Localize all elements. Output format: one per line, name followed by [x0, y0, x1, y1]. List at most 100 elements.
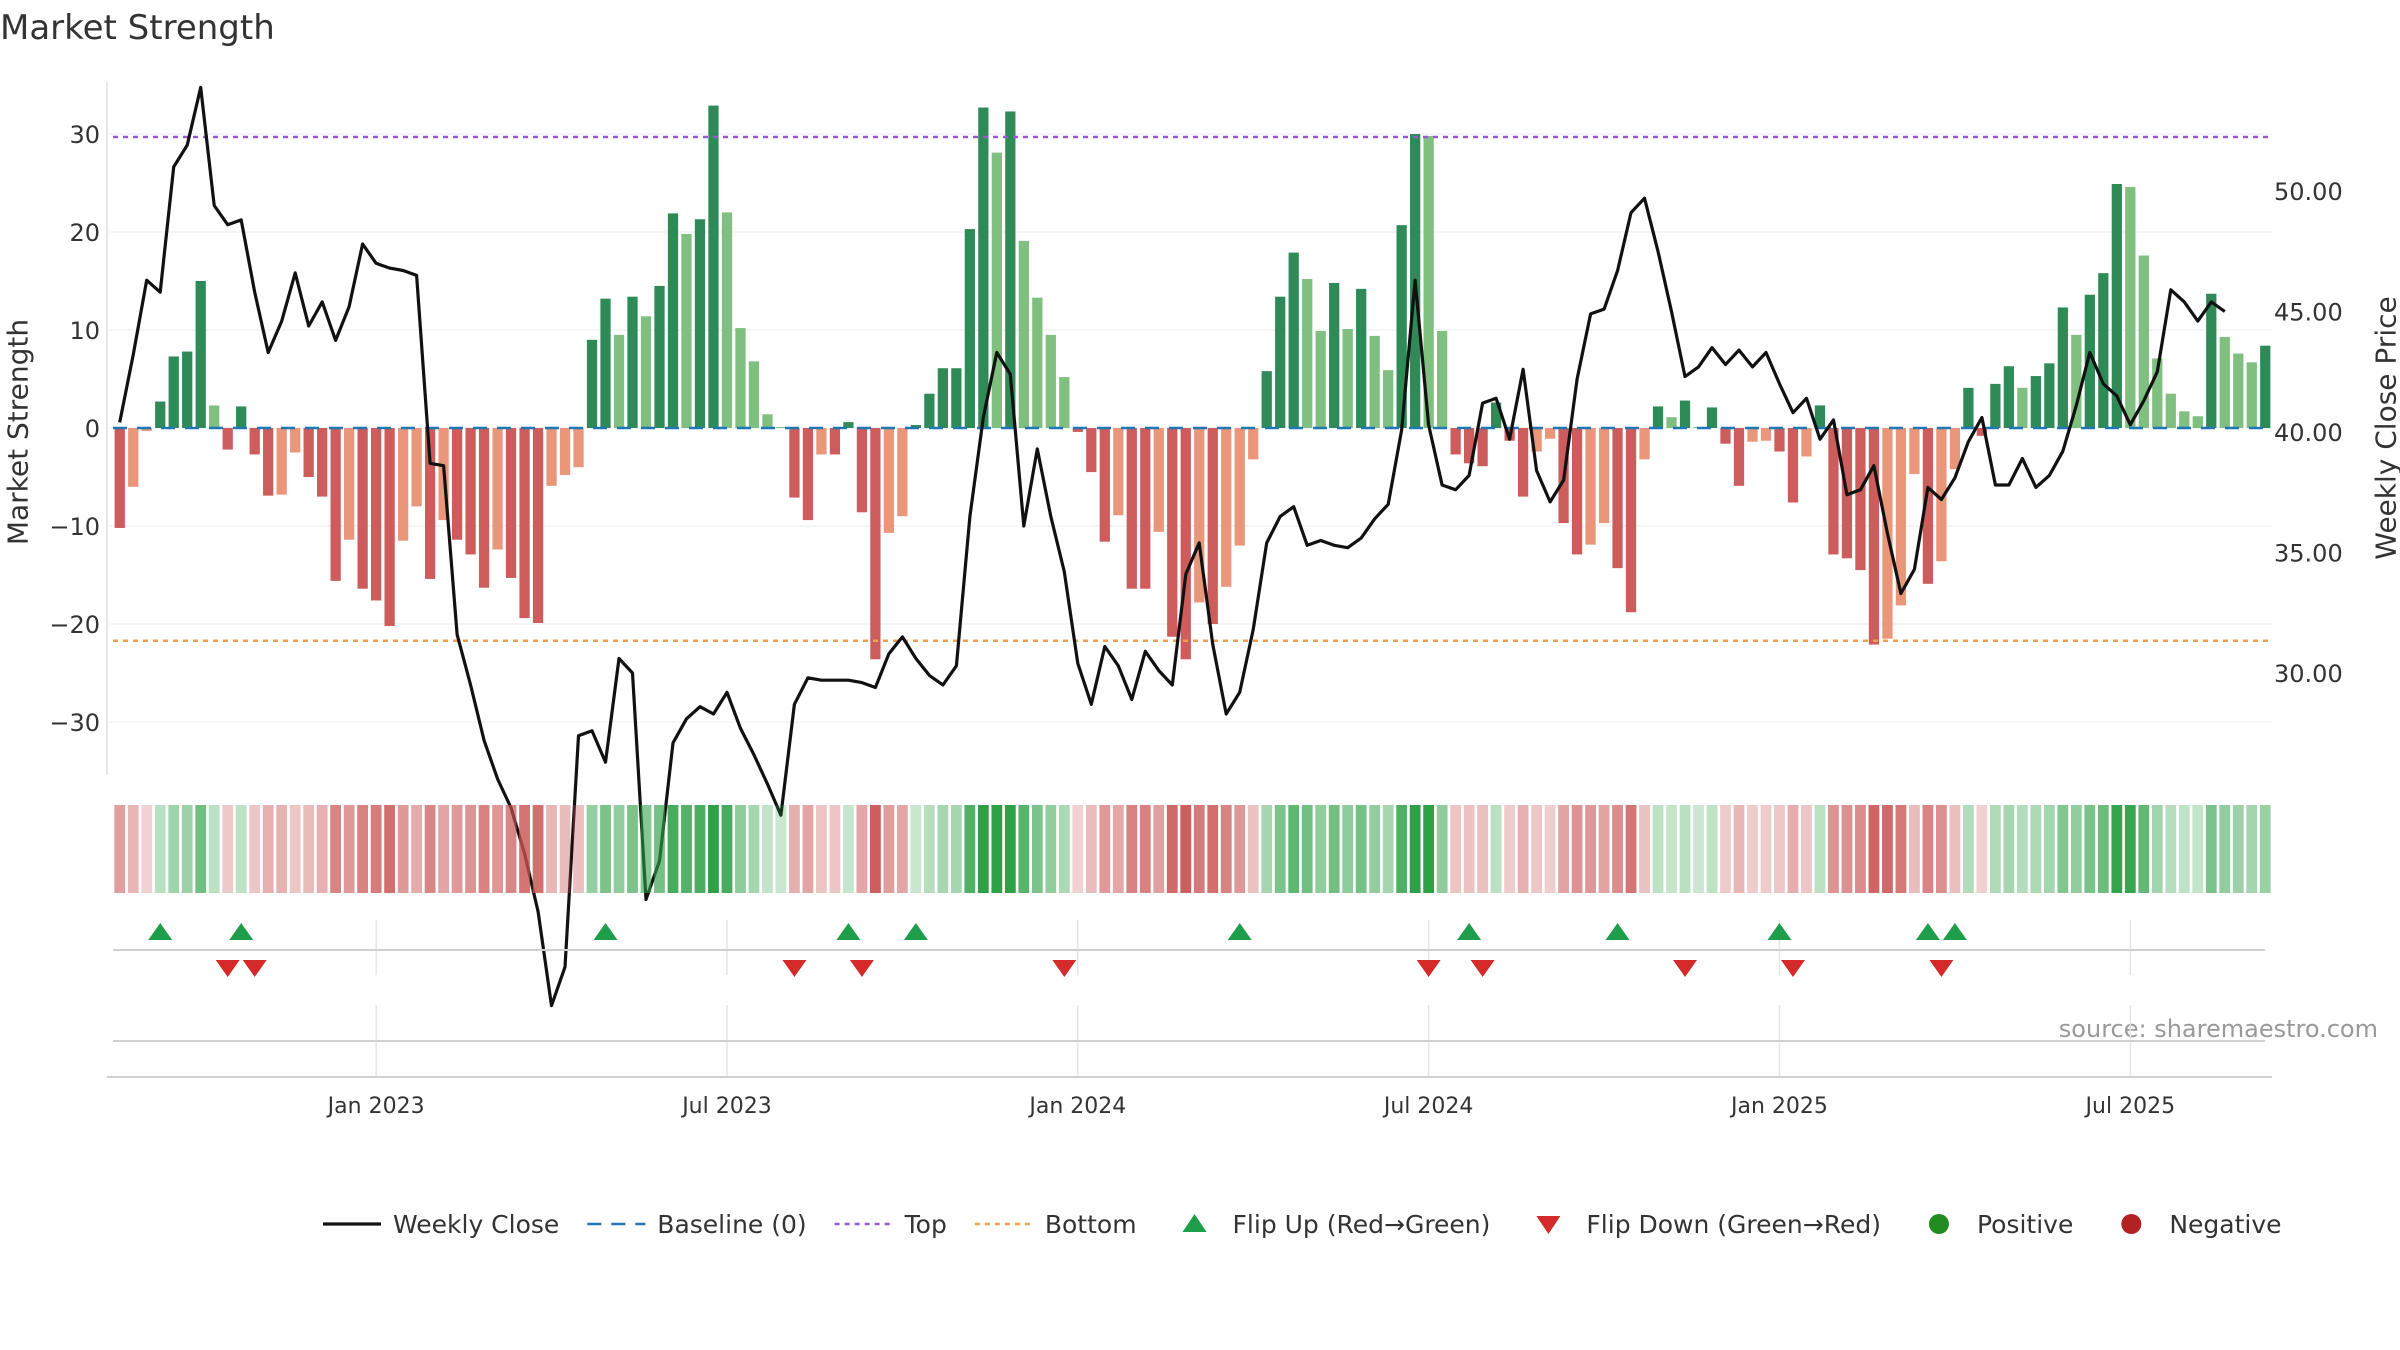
strength-bar [748, 361, 760, 428]
heat-strip-cell [546, 805, 557, 893]
flip-down-marker [215, 960, 240, 977]
strength-bar [1787, 428, 1799, 503]
strength-bar [1329, 282, 1340, 428]
chart-title: Market Strength [0, 8, 275, 48]
heat-strip-cell [1517, 805, 1529, 893]
strength-bar [1490, 402, 1502, 428]
strength-bar [883, 428, 895, 533]
flip-up-marker [1915, 923, 1940, 940]
strength-bar [357, 428, 368, 589]
strength-bar [1180, 428, 1191, 660]
heat-strip-cell [613, 805, 625, 893]
heat-strip-cell [1018, 805, 1030, 893]
strength-bar [870, 428, 881, 660]
strength-bar [1059, 377, 1070, 428]
heat-strip-cell [2070, 805, 2082, 893]
legend-label: Weekly Close [393, 1210, 559, 1239]
heat-strip-cell [397, 805, 409, 893]
legend-item: Positive [1928, 1210, 2073, 1239]
heat-strip-cell [1962, 805, 1974, 893]
strength-bar [1463, 428, 1475, 464]
heat-strip-cell [2030, 805, 2042, 893]
heat-strip-cell [923, 805, 935, 893]
y-tick-label-left: 30 [69, 121, 100, 149]
heat-strip-cell [586, 805, 598, 893]
heat-strip-cell [1180, 805, 1192, 893]
strength-bar [2138, 255, 2149, 428]
strength-bar [2030, 376, 2041, 428]
strength-bar [1544, 428, 1556, 439]
strength-bar [276, 428, 287, 495]
flip-up-marker [593, 923, 618, 940]
strength-bar [573, 428, 584, 468]
heat-strip-cell [1247, 805, 1259, 893]
heat-strip-cell [195, 805, 207, 893]
strength-bar [2111, 183, 2122, 428]
heat-strip-cell [249, 805, 261, 893]
strength-bar [559, 428, 571, 476]
flip-up-marker [1227, 923, 1252, 940]
heat-strip-cell [1841, 805, 1853, 893]
heat-strip-cell [1828, 805, 1839, 893]
strength-bar [816, 428, 827, 455]
heat-strip-cell [775, 805, 787, 893]
heat-strip-cell [1760, 805, 1772, 893]
strength-bar [681, 233, 692, 428]
y-tick-label-left: 0 [85, 415, 100, 443]
strength-bar [1221, 428, 1232, 587]
heat-strip-cell [1477, 805, 1489, 893]
strength-bar [1032, 297, 1043, 428]
strength-bar [1113, 428, 1124, 516]
heat-strip-cell [762, 805, 773, 893]
heat-strip-cell [222, 805, 234, 893]
strength-bar [1315, 330, 1326, 428]
strength-bar [1356, 288, 1367, 428]
weekly-close-line [118, 85, 2226, 1008]
heat-strip-cell [1045, 805, 1057, 893]
heat-strip-cell [1342, 805, 1354, 893]
strength-bar [2165, 393, 2176, 428]
strength-bar [1275, 296, 1286, 428]
strength-bar [1639, 428, 1650, 460]
heat-strip-cell [748, 805, 760, 893]
heat-strip-cell [896, 805, 908, 893]
heat-strip-cell [856, 805, 868, 893]
strength-bar [856, 428, 868, 513]
heat-strip-cell [1153, 805, 1165, 893]
heat-strip-cell [640, 805, 652, 893]
legend-label: Baseline (0) [657, 1210, 806, 1239]
heat-strip-cell [505, 805, 517, 893]
strength-bar [991, 152, 1002, 428]
strength-bar [1585, 428, 1596, 545]
strength-bar [478, 428, 490, 588]
strength-bar [1072, 428, 1083, 432]
heat-strip-cell [1693, 805, 1704, 893]
y-tick-label-right: 45.00 [2274, 299, 2343, 327]
heat-strip-cell [1234, 805, 1246, 893]
strength-bar [505, 428, 517, 578]
legend-item: Top [834, 1210, 947, 1239]
heat-strip-cell [1989, 805, 2001, 893]
strength-bar [128, 428, 139, 487]
strength-bar [1922, 428, 1934, 584]
legend-label: Top [904, 1210, 947, 1239]
heat-strip-cell [1855, 805, 1866, 893]
heat-strip-cell [1126, 805, 1138, 893]
flip-up-marker [148, 923, 173, 940]
heat-strip-cell [330, 805, 342, 893]
heat-strip-cell [681, 805, 692, 893]
flip-down-marker [1052, 960, 1077, 977]
strength-bar [1248, 428, 1259, 460]
heat-strip-cell [519, 805, 530, 893]
heat-strip-cell [1423, 805, 1435, 893]
strength-bar [236, 406, 247, 428]
strength-bar [2246, 362, 2257, 428]
y-tick-label-left: 10 [69, 317, 100, 345]
strength-bar [1801, 428, 1812, 457]
heat-strip-cell [789, 805, 800, 893]
heat-strip-cell [600, 805, 611, 893]
flip-up-marker [1942, 923, 1967, 940]
heat-strip-cell [1652, 805, 1664, 893]
heat-strip-cell [1436, 805, 1448, 893]
heat-strip-cell [370, 805, 382, 893]
